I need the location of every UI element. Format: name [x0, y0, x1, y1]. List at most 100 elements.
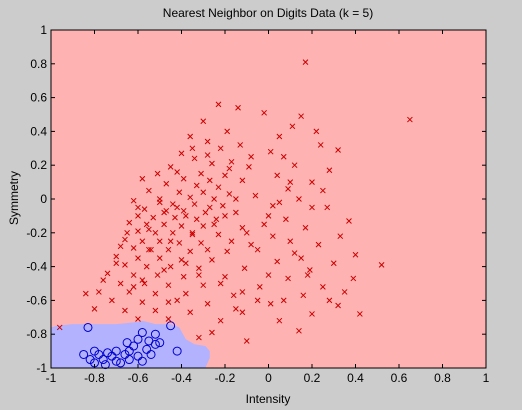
o-point-6 [155, 338, 165, 348]
x-point-163 [309, 204, 315, 211]
x-point-142 [217, 317, 224, 324]
x-point-138 [239, 309, 246, 316]
x-point-8 [224, 128, 231, 135]
x-point-79 [269, 233, 276, 240]
x-point-72 [239, 224, 246, 231]
x-point-88 [130, 245, 137, 251]
x-point-63 [193, 216, 200, 223]
x-point-150 [196, 334, 202, 341]
y-tick-label-0: -1 [36, 361, 47, 375]
x-point-119 [200, 282, 207, 289]
x-point-111 [154, 272, 161, 278]
x-point-69 [161, 221, 167, 228]
x-tick-label-5: 0 [265, 371, 272, 385]
x-point-43 [226, 191, 233, 197]
x-point-71 [200, 223, 207, 229]
x-point-84 [176, 240, 183, 246]
o-point-14 [172, 346, 182, 356]
x-point-140 [135, 316, 141, 322]
y-tick-label-10: 1 [40, 23, 47, 37]
x-point-128 [109, 297, 115, 304]
y-tick-label-3: -0.4 [26, 260, 47, 274]
x-point-143 [276, 317, 283, 324]
x-point-51 [191, 201, 198, 207]
x-point-104 [167, 263, 174, 270]
x-point-105 [196, 265, 202, 272]
x-point-130 [165, 299, 172, 305]
x-point-44 [252, 192, 259, 199]
y-axis-label: Symmetry [7, 171, 21, 225]
x-point-115 [350, 275, 357, 282]
x-point-172 [146, 226, 152, 233]
x-point-10 [187, 133, 194, 140]
x-point-112 [180, 273, 187, 280]
x-point-36 [163, 180, 170, 187]
x-point-174 [174, 169, 181, 175]
x-point-165 [204, 246, 211, 253]
x-point-198 [276, 199, 283, 206]
x-point-195 [254, 297, 261, 304]
x-point-4 [261, 109, 268, 116]
x-point-24 [167, 164, 174, 170]
x-point-176 [204, 152, 211, 158]
o-point-0 [83, 322, 93, 332]
x-axis-label: Intensity [246, 392, 291, 406]
x-point-41 [176, 189, 183, 196]
series-x-points [56, 59, 413, 344]
x-point-120 [256, 284, 263, 290]
o-point-24 [124, 355, 134, 365]
x-point-114 [285, 275, 291, 282]
x-point-141 [165, 316, 172, 322]
x-point-48 [130, 197, 137, 204]
x-point-35 [309, 179, 315, 185]
x-tick-label-7: 0.4 [347, 371, 364, 385]
x-point-188 [161, 209, 167, 216]
x-point-196 [304, 272, 311, 278]
o-point-15 [79, 349, 89, 359]
x-point-184 [174, 297, 181, 304]
x-point-13 [237, 142, 244, 148]
x-point-116 [117, 280, 124, 287]
o-point-20 [146, 349, 156, 359]
x-point-96 [135, 255, 141, 262]
x-point-98 [178, 256, 185, 263]
x-point-90 [165, 246, 172, 253]
x-point-82 [139, 238, 146, 245]
x-point-34 [239, 177, 246, 184]
x-point-166 [182, 260, 189, 267]
x-point-181 [239, 289, 246, 295]
x-point-16 [267, 148, 274, 155]
x-tick-label-8: 0.6 [391, 371, 408, 385]
x-point-19 [335, 147, 341, 153]
x-point-12 [204, 138, 211, 145]
x-point-74 [135, 228, 141, 234]
x-point-129 [139, 299, 146, 305]
x-point-167 [161, 267, 167, 273]
x-tick-label-0: -1 [46, 371, 57, 385]
o-point-23 [111, 356, 121, 366]
x-point-93 [291, 250, 298, 256]
x-point-194 [233, 305, 239, 312]
x-point-14 [317, 142, 324, 148]
x-point-117 [141, 280, 148, 287]
plot-area [50, 29, 487, 370]
x-point-147 [209, 329, 215, 336]
o-point-22 [98, 355, 108, 365]
x-point-190 [206, 204, 213, 211]
o-point-28 [116, 358, 126, 368]
x-point-148 [243, 338, 250, 344]
x-point-42 [200, 189, 207, 196]
x-point-97 [156, 255, 163, 262]
x-point-192 [280, 297, 287, 304]
x-point-86 [248, 241, 254, 248]
x-tick-label-6: 0.2 [304, 371, 321, 385]
y-tick-label-1: -0.8 [26, 327, 47, 341]
x-point-75 [152, 229, 159, 236]
x-point-2 [215, 101, 222, 108]
x-point-169 [117, 243, 124, 250]
x-point-80 [337, 233, 344, 240]
x-point-127 [300, 292, 307, 299]
x-point-32 [180, 175, 187, 182]
x-point-191 [228, 238, 235, 245]
x-point-85 [198, 240, 204, 246]
